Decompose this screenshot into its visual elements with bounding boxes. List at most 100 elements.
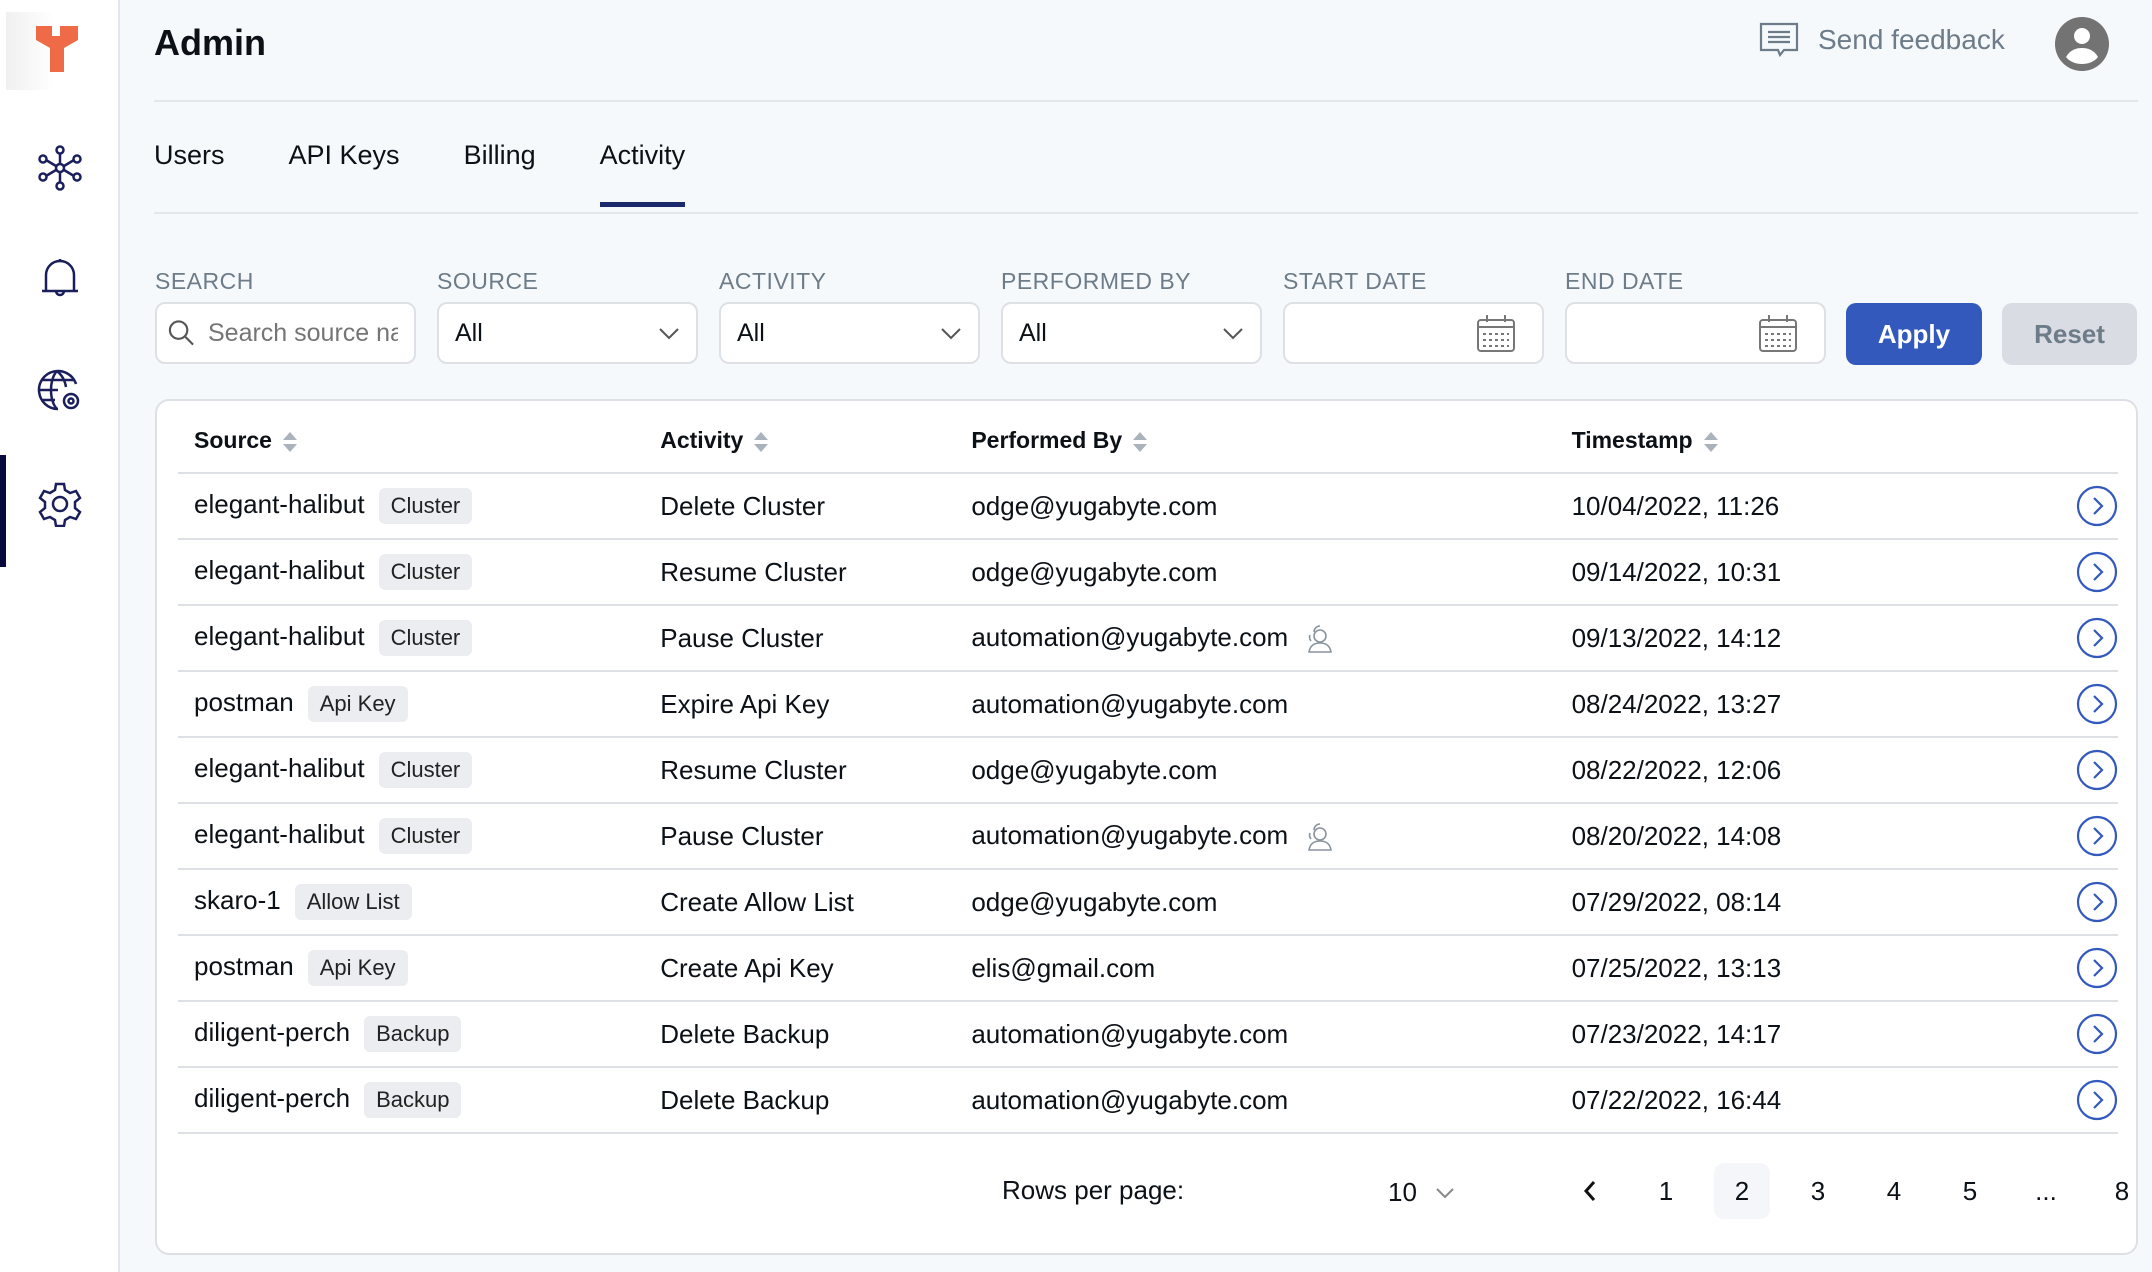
start-date-label: START DATE	[1283, 268, 1427, 294]
chevron-right-circle-icon[interactable]	[2076, 485, 2118, 527]
chevron-down-icon	[1223, 328, 1243, 340]
sort-icon[interactable]	[753, 430, 769, 454]
timestamp: 07/29/2022, 08:14	[1571, 869, 2076, 936]
table-row[interactable]: elegant-halibut Cluster Delete Cluster odge…	[178, 473, 2118, 540]
table-row[interactable]: diligent-perch Backup Delete Backup automat…	[178, 1067, 2118, 1134]
chevron-down-icon	[941, 328, 961, 340]
column-header[interactable]: Timestamp	[1571, 401, 2076, 474]
performed-by: automation@yugabyte.com	[971, 819, 1289, 850]
reset-button[interactable]: Reset	[2002, 303, 2137, 365]
source-name: diligent-perch	[194, 1017, 351, 1047]
rows-per-page-label: Rows per page:	[1002, 1175, 1185, 1205]
search-input[interactable]	[208, 318, 398, 348]
search-label: SEARCH	[155, 268, 254, 294]
tabs: Users API Keys Billing Activity	[154, 140, 685, 207]
activity-select[interactable]: All	[719, 302, 980, 364]
cluster-icon	[38, 145, 82, 191]
column-header[interactable]: Activity	[660, 401, 972, 474]
source-type-badge: Cluster	[378, 620, 473, 656]
rows-per-page-select[interactable]: 10	[1388, 1177, 1455, 1208]
globe-gear-icon	[37, 369, 80, 411]
table-row[interactable]: elegant-halibut Cluster Resume Cluster odge…	[178, 539, 2118, 606]
source-type-badge: Cluster	[378, 818, 473, 854]
tab-billing[interactable]: Billing	[463, 140, 536, 170]
tab-users[interactable]: Users	[154, 140, 225, 170]
table-row[interactable]: elegant-halibut Cluster Pause Cluster autom…	[178, 803, 2118, 870]
timestamp: 08/24/2022, 13:27	[1571, 671, 2076, 738]
timestamp: 09/13/2022, 14:12	[1571, 605, 2076, 672]
logo[interactable]	[6, 12, 78, 90]
performed-by-label: PERFORMED BY	[1001, 268, 1192, 294]
tab-api-keys[interactable]: API Keys	[288, 140, 400, 170]
activity-label: ACTIVITY	[719, 268, 827, 294]
source-name: elegant-halibut	[194, 555, 365, 585]
sidebar-item-alerts[interactable]	[0, 242, 120, 312]
activity-table-card: Source Activity Performed By Timestamp eleg…	[155, 399, 2138, 1255]
activity-table: Source Activity Performed By Timestamp eleg…	[178, 401, 2118, 1134]
column-header[interactable]: Performed By	[971, 401, 1572, 474]
column-header[interactable]: Source	[178, 401, 661, 474]
calendar-icon[interactable]	[1758, 313, 1798, 353]
chat-icon	[1759, 22, 1799, 58]
chevron-right-circle-icon[interactable]	[2076, 947, 2118, 989]
page-button[interactable]: 4	[1886, 1175, 1902, 1206]
page-title: Admin	[154, 22, 266, 63]
activity-cell: Pause Cluster	[660, 605, 972, 672]
filters: SEARCH SOURCE All ACTIVITY All PERFORMED…	[155, 268, 1826, 364]
send-feedback-button[interactable]: Send feedback	[1758, 22, 2005, 58]
sort-icon[interactable]	[1703, 430, 1719, 454]
chevron-right-circle-icon[interactable]	[2076, 881, 2118, 923]
source-name: elegant-halibut	[194, 753, 365, 783]
sidebar-item-admin[interactable]	[0, 455, 120, 567]
page-button[interactable]: 1	[1658, 1175, 1674, 1206]
prev-page-button[interactable]	[1562, 1163, 1618, 1219]
timestamp: 09/14/2022, 10:31	[1571, 539, 2076, 606]
sidebar	[0, 0, 120, 1272]
calendar-icon[interactable]	[1476, 313, 1516, 353]
table-row[interactable]: postman Api Key Expire Api Key automation@y…	[178, 671, 2118, 738]
table-row[interactable]: diligent-perch Backup Delete Backup automat…	[178, 1001, 2118, 1068]
avatar[interactable]	[2055, 17, 2109, 76]
chevron-right-circle-icon[interactable]	[2076, 683, 2118, 725]
chevron-right-circle-icon[interactable]	[2076, 617, 2118, 659]
source-select[interactable]: All	[437, 302, 698, 364]
page-button[interactable]: 3	[1810, 1175, 1826, 1206]
tab-activity[interactable]: Activity	[599, 140, 685, 207]
chevron-right-circle-icon[interactable]	[2076, 749, 2118, 791]
chevron-right-circle-icon[interactable]	[2076, 1013, 2118, 1055]
rows-per-page-value: 10	[1388, 1177, 1417, 1207]
user-avatar-icon	[2055, 17, 2109, 71]
sort-icon[interactable]	[282, 430, 298, 454]
performed-by: odge@yugabyte.com	[971, 490, 1218, 521]
source-name: postman	[194, 951, 294, 981]
chevron-right-circle-icon[interactable]	[2076, 815, 2118, 857]
source-type-badge: Api Key	[307, 950, 408, 986]
send-feedback-label: Send feedback	[1818, 24, 2005, 55]
sidebar-item-clusters[interactable]	[0, 133, 120, 203]
table-row[interactable]: skaro-1 Allow List Create Allow List odge@y…	[178, 869, 2118, 936]
end-date-input[interactable]	[1565, 302, 1826, 364]
page-button[interactable]: 5	[1962, 1175, 1978, 1206]
performed-by-select[interactable]: All	[1001, 302, 1262, 364]
activity-cell: Create Allow List	[660, 869, 972, 936]
page-button[interactable]: 8	[2114, 1175, 2130, 1206]
chevron-right-circle-icon[interactable]	[2076, 1079, 2118, 1121]
timestamp: 07/23/2022, 14:17	[1571, 1001, 2076, 1068]
table-row[interactable]: postman Api Key Create Api Key elis@gmail.c…	[178, 935, 2118, 1002]
column-header-label: Activity	[660, 427, 744, 453]
apply-button[interactable]: Apply	[1846, 303, 1982, 365]
source-label: SOURCE	[437, 268, 539, 294]
table-row[interactable]: elegant-halibut Cluster Resume Cluster odge…	[178, 737, 2118, 804]
timestamp: 08/22/2022, 12:06	[1571, 737, 2076, 804]
chevron-left-icon	[1583, 1181, 1596, 1201]
sort-icon[interactable]	[1132, 430, 1148, 454]
activity-cell: Delete Cluster	[660, 473, 972, 540]
page-button[interactable]: 2	[1714, 1163, 1770, 1219]
start-date-input[interactable]	[1283, 302, 1544, 364]
column-header-actions	[2076, 401, 2118, 474]
sidebar-item-networking[interactable]	[0, 356, 120, 426]
table-row[interactable]: elegant-halibut Cluster Pause Cluster autom…	[178, 605, 2118, 672]
performed-by-value: All	[1019, 318, 1047, 347]
activity-value: All	[737, 318, 765, 347]
chevron-right-circle-icon[interactable]	[2076, 551, 2118, 593]
